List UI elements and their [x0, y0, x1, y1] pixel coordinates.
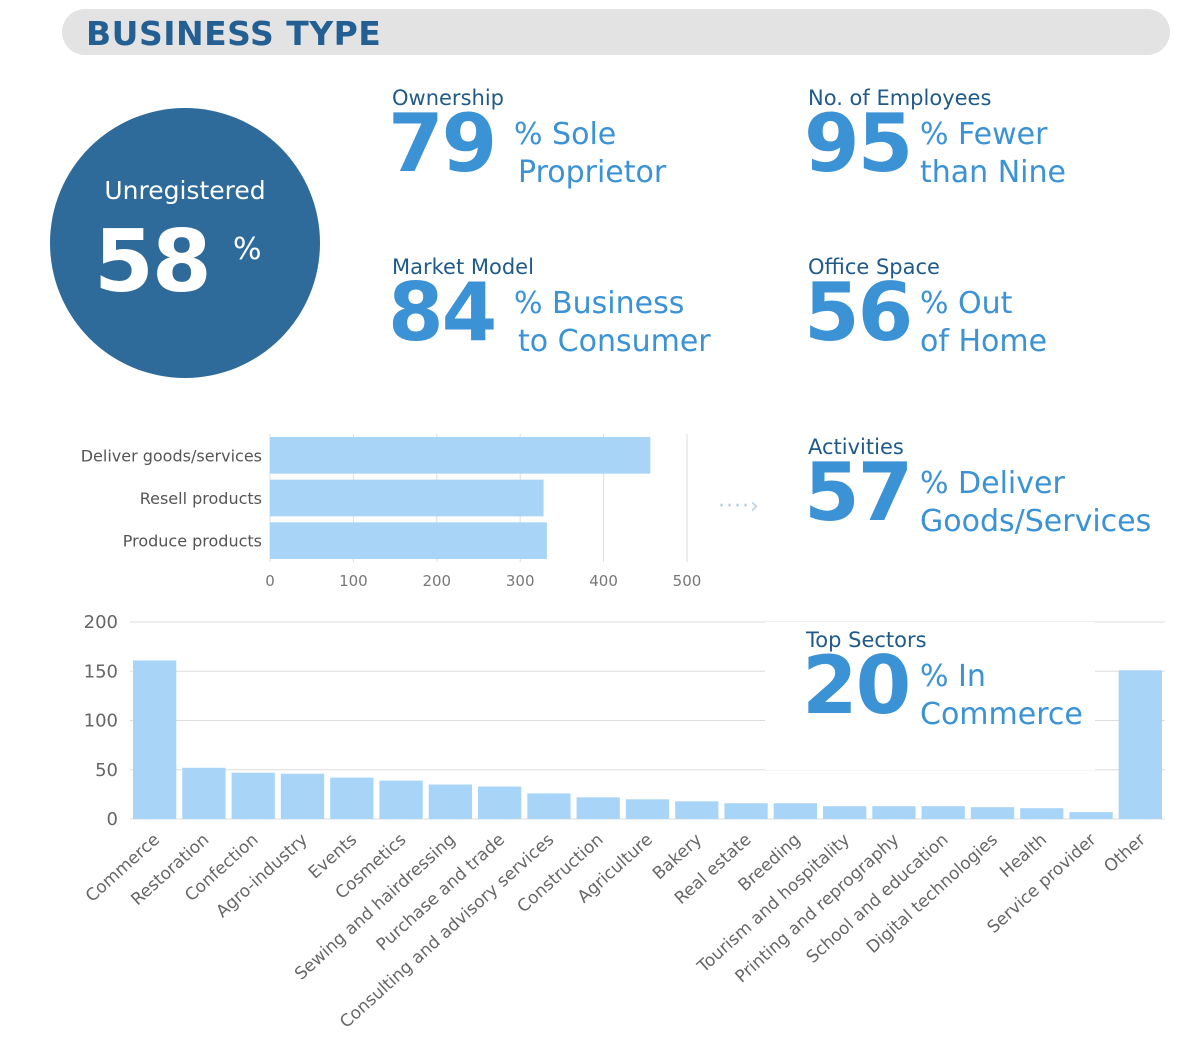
employees-label: No. of Employees	[808, 86, 992, 110]
vchart-tick-label: 100	[84, 711, 118, 732]
activities-bar-chart: 0 100 200 300 400 500 Deliver goods/services Re…	[81, 434, 702, 590]
vchart-bar-confection	[231, 772, 275, 819]
sectors-bar-chart: 050100150200CommerceRestorationConfectio…	[82, 612, 1165, 1032]
vchart-tick-label: 200	[84, 612, 118, 633]
ownership-stat: Ownership 79 % Sole Proprietor	[388, 86, 792, 196]
hchart-tick-label: 300	[506, 572, 535, 590]
unregistered-label: Unregistered	[104, 176, 266, 205]
top-sectors-text-line1: % In	[920, 659, 986, 694]
top-sectors-stat: Top Sectors 20 % In Commerce	[802, 628, 1106, 738]
hchart-tick-label: 400	[589, 572, 618, 590]
header-bar	[62, 9, 1170, 55]
hchart-category-label: Resell products	[140, 489, 262, 508]
market-model-text-line1: % Business	[514, 286, 685, 321]
office-space-text: % Out of Home	[920, 285, 1047, 361]
vchart-bar-restoration	[182, 767, 226, 819]
activities-value: 57	[804, 446, 913, 539]
hchart-bar-resell-products	[270, 479, 544, 517]
vchart-bar-bakery	[675, 801, 719, 819]
market-model-value: 84	[388, 266, 497, 359]
top-sectors-text-line2: Commerce	[920, 697, 1083, 732]
office-space-label: Office Space	[808, 255, 940, 279]
vchart-tick-label: 0	[107, 809, 118, 830]
vchart-bar-sewing-and-hairdressing	[428, 784, 472, 819]
market-model-text-line2: to Consumer	[518, 324, 711, 359]
vchart-bar-breeding	[773, 803, 817, 819]
hchart-bar-deliver-goods-services	[270, 437, 651, 474]
ownership-value: 79	[388, 97, 497, 190]
unregistered-value: 58	[94, 212, 212, 312]
page-title: BUSINESS TYPE	[86, 14, 382, 53]
ownership-text-line2: Proprietor	[518, 155, 667, 190]
vchart-bar-service-provider	[1069, 812, 1113, 819]
hchart-tick-label: 100	[339, 572, 368, 590]
hchart-tick-label: 200	[422, 572, 451, 590]
vchart-bar-other	[1118, 670, 1162, 819]
vchart-bar-digital-technologies	[970, 807, 1015, 819]
office-space-text-line1: % Out	[920, 286, 1013, 321]
activities-stat: Activities 57 % Deliver Goods/Services	[804, 435, 1188, 545]
vchart-tick-label: 50	[95, 760, 118, 781]
top-sectors-value: 20	[802, 639, 911, 732]
top-sectors-text: % In Commerce	[920, 658, 1083, 734]
arrow-right-icon: ····›	[718, 494, 760, 519]
hchart-tick-label: 500	[673, 572, 702, 590]
employees-text: % Fewer than Nine	[920, 116, 1066, 192]
activities-text-line2: Goods/Services	[920, 504, 1152, 539]
hchart-category-label: Produce products	[123, 532, 262, 551]
vchart-bar-health	[1020, 808, 1064, 819]
vchart-bar-construction	[576, 797, 620, 819]
employees-text-line2: than Nine	[920, 155, 1066, 190]
office-space-text-line2: of Home	[920, 324, 1048, 359]
vchart-bar-school-and-education	[921, 806, 965, 819]
ownership-text-line1: % Sole	[514, 117, 617, 152]
office-space-stat: Office Space 56 % Out of Home	[804, 255, 1200, 365]
office-space-value: 56	[804, 266, 913, 359]
hchart-tick-label: 0	[265, 572, 275, 590]
vchart-bar-agriculture	[625, 799, 670, 819]
top-sectors-panel	[765, 622, 1095, 770]
vchart-tick-label: 150	[84, 661, 118, 682]
vchart-bar-tourism-and-hospitality	[823, 806, 867, 819]
top-sectors-label: Top Sectors	[806, 628, 927, 652]
unregistered-unit: %	[233, 232, 262, 267]
vchart-bar-agro-industry	[280, 773, 325, 819]
market-model-label: Market Model	[392, 255, 534, 279]
vchart-bar-purchase-and-trade	[478, 786, 522, 819]
activities-text-line1: % Deliver	[920, 466, 1065, 501]
vchart-bar-commerce	[133, 660, 177, 819]
vchart-bar-events	[330, 777, 374, 819]
ownership-label: Ownership	[392, 86, 504, 110]
activities-label: Activities	[808, 435, 904, 459]
hchart-category-label: Deliver goods/services	[81, 446, 262, 465]
vchart-bar-printing-and-reprography	[872, 806, 916, 819]
vchart-bar-consulting-and-advisory-services	[527, 793, 571, 819]
vchart-bar-real-estate	[724, 803, 768, 819]
ownership-text: % Sole Proprietor	[514, 116, 666, 192]
hchart-bar-produce-products	[270, 522, 547, 559]
employees-stat: No. of Employees 95 % Fewer than Nine	[804, 86, 1200, 196]
market-model-text: % Business to Consumer	[514, 285, 711, 361]
activities-text: % Deliver Goods/Services	[920, 465, 1151, 541]
employees-text-line1: % Fewer	[920, 117, 1048, 152]
vchart-category-label: Construction	[514, 830, 608, 917]
market-model-stat: Market Model 84 % Business to Consumer	[388, 255, 792, 365]
employees-value: 95	[804, 97, 913, 190]
vchart-bar-cosmetics	[379, 780, 423, 819]
vchart-category-label: Other	[1100, 830, 1149, 877]
unregistered-badge: Unregistered 58 %	[50, 108, 320, 378]
